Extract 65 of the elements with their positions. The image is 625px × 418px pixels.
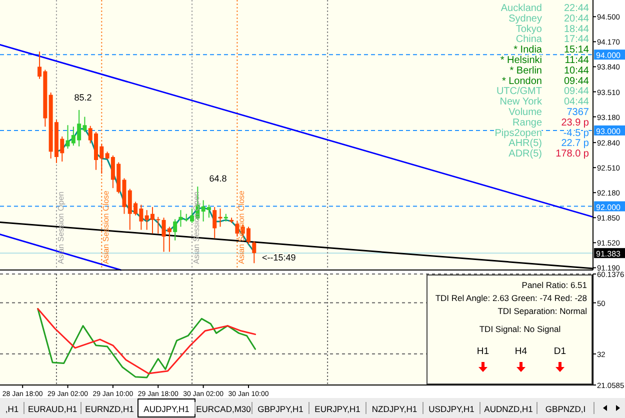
annotation: UTC/GMT — [496, 86, 542, 98]
annotation: China — [516, 34, 542, 46]
candlestick — [218, 208, 222, 228]
annotation: 23.9 p — [561, 117, 590, 128]
text: NZDJPY,H1 — [372, 404, 418, 414]
annotation: AHR(5) — [508, 138, 542, 150]
annotation: 10:44 — [564, 65, 590, 76]
text: USDJPY,H1 — [428, 404, 475, 414]
annotation: ADR(5) — [508, 148, 542, 160]
annotation: * London — [502, 76, 542, 87]
annotation: 22:44 — [564, 3, 590, 14]
annotation: D1 — [554, 346, 566, 357]
candlestick — [252, 240, 256, 264]
ref-line-label: 91.383 — [596, 250, 622, 259]
annotation: 15:14 — [564, 44, 590, 56]
annotation: 11:44 — [564, 55, 590, 66]
annotation: Tokyo — [516, 24, 542, 35]
annotation: -4.5 p — [563, 128, 590, 139]
text: GBPJPY,H1 — [258, 404, 304, 414]
annotation: Sydney — [508, 13, 542, 24]
text: GBPNZD,I — [545, 404, 586, 414]
annotation: 178.0 p — [556, 148, 590, 160]
annotation: Pips2open — [494, 128, 542, 139]
text: AUDNZD,H1 — [484, 404, 534, 414]
annotation: 09:44 — [564, 76, 590, 87]
annotation: 20:44 — [564, 13, 590, 24]
candlestick — [212, 206, 217, 239]
text: ,H1 — [5, 404, 19, 414]
ref-line-label: 94.000 — [596, 51, 622, 60]
ref-line-label: Asian Session Open — [192, 192, 202, 264]
annotation: 22.7 p — [561, 138, 590, 150]
annotation: TDI Signal: No Signal — [479, 324, 561, 334]
candlestick — [235, 220, 240, 238]
candlestick — [178, 210, 183, 228]
annotation: * India — [514, 44, 542, 56]
text: EURAUD,H1 — [28, 404, 78, 414]
annotation: 7367 — [566, 107, 590, 118]
annotation: Range — [512, 117, 542, 128]
annotation: Volume — [508, 107, 542, 118]
ref-line-label: Asian Session Close — [102, 190, 111, 264]
annotation: H4 — [514, 346, 528, 357]
annotation: 85.2 — [74, 92, 92, 102]
text: EURCAD,M30 — [196, 404, 252, 414]
annotation: 17:44 — [564, 34, 590, 46]
annotation: H1 — [476, 346, 490, 357]
ref-line-label: 92.000 — [596, 202, 622, 212]
annotation: Auckland — [500, 3, 542, 14]
text: EURJPY,H1 — [314, 404, 361, 414]
annotation: * Berlin — [510, 65, 542, 76]
annotation: Panel Ratio: 6.51 — [522, 280, 588, 290]
text: AUDJPY,H1 — [144, 404, 190, 414]
annotation: TDI Separation: Normal — [498, 306, 588, 316]
candlestick — [173, 218, 178, 241]
ref-line-label: Asian Session Open — [56, 192, 66, 264]
annotation: TDI Rel Angle: 2.63 Green: -74 Red: -28 — [435, 293, 588, 303]
annotation: 18:44 — [564, 24, 590, 35]
annotation: New York — [500, 96, 543, 108]
annotation: 09:44 — [564, 86, 590, 98]
annotation: 64.8 — [209, 174, 227, 184]
ref-line-label: Asian Session Close — [237, 190, 246, 264]
annotation: 04:44 — [564, 96, 590, 108]
annotation: <--15:49 — [262, 252, 296, 262]
ref-line-label: 93.000 — [596, 126, 622, 136]
text: EURNZD,H1 — [85, 404, 134, 414]
annotation: * Helsinki — [500, 55, 542, 66]
